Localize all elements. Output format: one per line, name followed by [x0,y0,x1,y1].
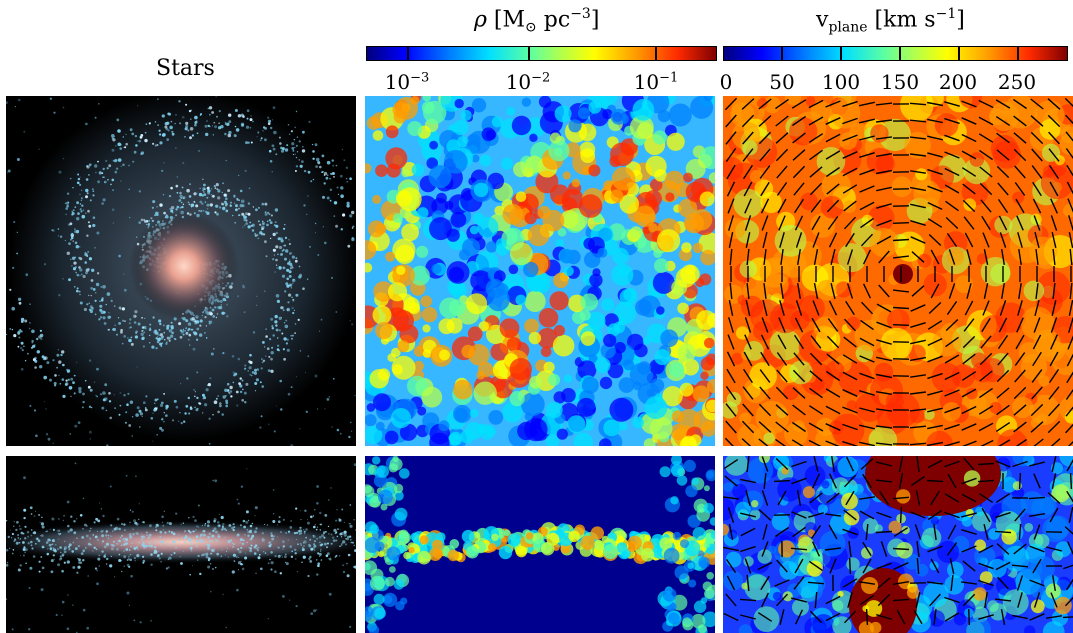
velocity-unit-exp: −1 [935,6,957,22]
velocity-tick-label: 0 [719,70,733,94]
velocity-edge-on-panel [723,456,1073,633]
solar-symbol: ⊙ [525,19,537,36]
colorbar-tick [655,47,657,60]
stars-edge-on-panel [6,456,356,633]
colorbar-tick [1017,47,1019,60]
colorbar-tick [958,47,960,60]
density-symbol: ρ [474,7,487,33]
density-unit-exp: −3 [570,6,591,22]
density-unit-open: [M [486,7,526,33]
velocity-subscript: plane [828,19,868,36]
velocity-tick-label: 250 [997,70,1037,94]
density-tick-label: 10−1 [633,70,679,94]
colorbar-tick [840,47,842,60]
velocity-tick-label: 200 [938,70,978,94]
colorbar-tick [899,47,901,60]
density-unit-close: ] [590,7,600,33]
velocity-tick-label: 100 [821,70,861,94]
density-face-on-panel [365,96,715,446]
velocity-colorbar [723,46,1068,61]
velocity-unit-close: ] [956,7,965,33]
colorbar-tick [528,47,530,60]
velocity-tick-label: 150 [880,70,920,94]
density-tick-label: 10−2 [505,70,551,94]
colorbar-tick [407,47,409,60]
density-tick-label: 10−3 [384,70,430,94]
velocity-colorbar-label: vplane [km s−1] [816,6,965,36]
velocity-tick-label: 50 [769,70,795,94]
density-colorbar-label: ρ [M⊙ pc−3] [474,6,599,36]
stars-column-title: Stars [156,56,215,81]
velocity-symbol: v [816,7,829,33]
density-unit-mid: pc [536,7,571,33]
stars-face-on-panel [6,96,356,446]
velocity-unit-open: [km s [867,7,936,33]
velocity-face-on-panel [723,96,1073,446]
density-edge-on-panel [365,456,715,633]
colorbar-tick [781,47,783,60]
density-colorbar [366,46,717,61]
